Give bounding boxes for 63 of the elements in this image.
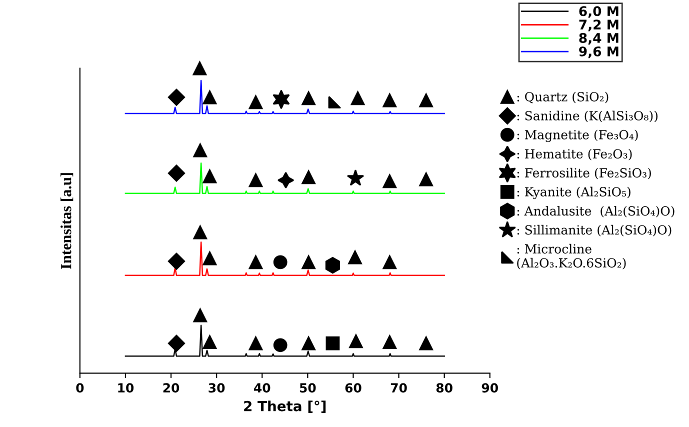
point bbox=[328, 96, 341, 108]
legend-label: 7,2 M bbox=[579, 20, 618, 32]
point bbox=[302, 255, 316, 270]
point bbox=[168, 88, 186, 106]
point bbox=[272, 90, 290, 110]
x-tick-label: 90 bbox=[482, 383, 498, 393]
point bbox=[302, 91, 316, 106]
legend-label: 8,4 M bbox=[579, 33, 618, 45]
point bbox=[346, 169, 364, 186]
legend-label: 9,6 M bbox=[579, 46, 618, 58]
legend-label: : Andalusite (Al₂(SiO₄)O) bbox=[517, 206, 674, 218]
legend-label: : Sanidine (K(AlSi₃O₈)) bbox=[517, 110, 658, 122]
x-tick-label: 40 bbox=[254, 383, 270, 393]
legend-label: : Microcline (Al₂O₃.K₂O.6SiO₂) bbox=[517, 244, 626, 270]
point bbox=[382, 93, 397, 108]
point bbox=[202, 90, 217, 104]
point bbox=[193, 308, 208, 322]
legend-label: : Quartz (SiO₂) bbox=[517, 92, 608, 104]
point bbox=[350, 91, 365, 106]
point bbox=[302, 170, 316, 184]
point bbox=[348, 250, 362, 264]
point bbox=[248, 336, 263, 350]
point bbox=[273, 338, 288, 352]
x-tick-label: 10 bbox=[118, 383, 134, 393]
point bbox=[382, 335, 397, 350]
legend-label: 6,0 M bbox=[579, 6, 618, 18]
point bbox=[419, 93, 434, 108]
point bbox=[193, 225, 208, 240]
point bbox=[419, 172, 434, 186]
legend-label: : Magnetite (Fe₃O₄) bbox=[517, 130, 638, 142]
x-tick-label: 20 bbox=[163, 383, 180, 393]
point bbox=[248, 173, 263, 188]
point bbox=[248, 95, 263, 110]
x-tick-label: 60 bbox=[345, 383, 362, 393]
point bbox=[248, 255, 263, 270]
point bbox=[349, 334, 363, 348]
point bbox=[168, 334, 186, 352]
point bbox=[382, 255, 397, 270]
point bbox=[202, 251, 217, 266]
legend-label: : Kyanite (Al₂SiO₅) bbox=[517, 186, 630, 200]
legend-label: : Sillimanite (Al₂(SiO₄)O) bbox=[517, 224, 672, 236]
point bbox=[202, 335, 217, 350]
point bbox=[192, 61, 207, 76]
point bbox=[168, 164, 186, 182]
point bbox=[382, 174, 397, 188]
point bbox=[202, 169, 217, 184]
point bbox=[419, 336, 434, 350]
point bbox=[273, 255, 288, 270]
y-axis-title: Intensitas [a.u] bbox=[60, 173, 74, 270]
x-tick-label: 80 bbox=[436, 383, 452, 393]
x-tick-label: 0 bbox=[76, 383, 84, 393]
point bbox=[325, 256, 340, 274]
point bbox=[168, 252, 186, 270]
point bbox=[193, 143, 208, 158]
point bbox=[326, 336, 340, 350]
point bbox=[302, 336, 316, 350]
x-axis-title: 2 Theta [°] bbox=[244, 400, 326, 413]
point bbox=[277, 172, 294, 189]
x-tick-label: 30 bbox=[208, 383, 225, 393]
x-tick-label: 50 bbox=[300, 383, 316, 393]
x-tick-label: 70 bbox=[390, 383, 407, 393]
legend-label: : Ferrosilite (Fe₂SiO₃) bbox=[517, 168, 651, 180]
legend-label: : Hematite (Fe₂O₃) bbox=[517, 148, 632, 160]
